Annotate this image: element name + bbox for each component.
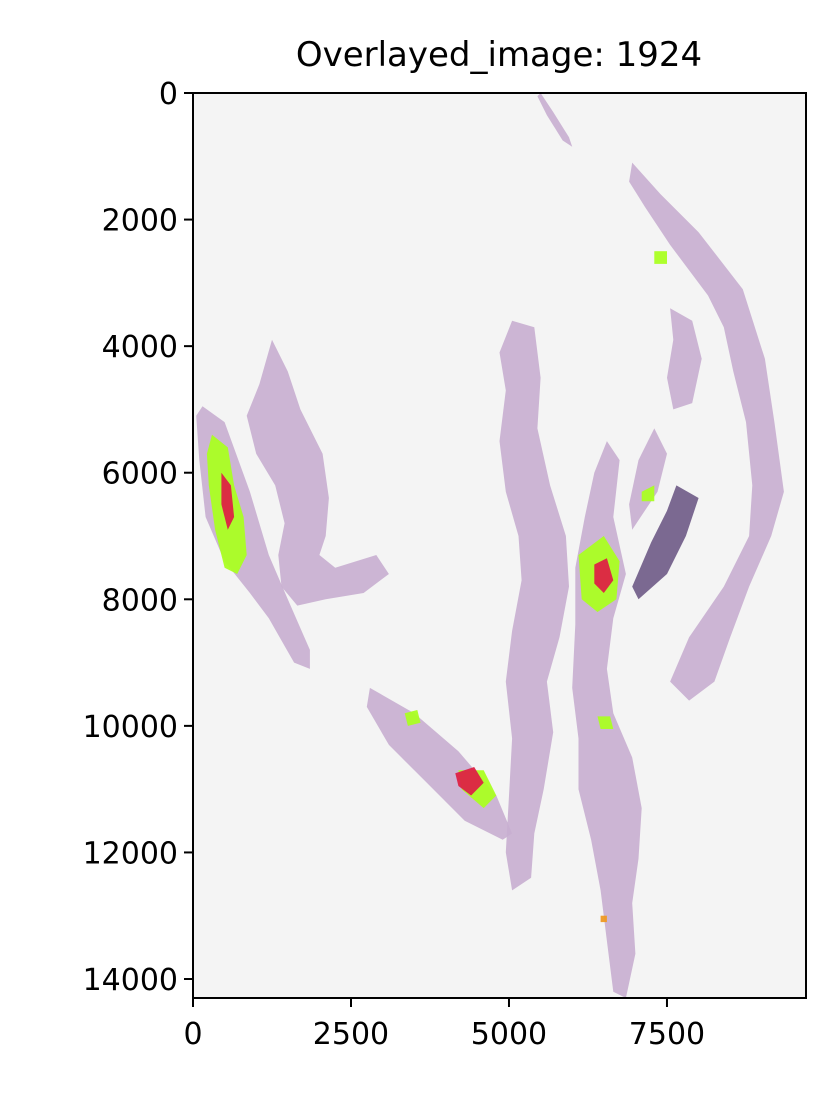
strip-7 (667, 308, 702, 410)
y-tick-label: 6000 (102, 457, 178, 492)
green-4 (404, 710, 421, 726)
red-2 (594, 558, 614, 593)
green-6 (654, 251, 667, 264)
y-tick-label: 12000 (83, 836, 178, 871)
strip-6 (629, 428, 667, 530)
x-tick-label: 0 (183, 1017, 202, 1052)
green-7 (641, 485, 655, 502)
y-tick-label: 2000 (102, 204, 178, 239)
sliver-top (537, 93, 573, 147)
overlay-layer (206, 251, 667, 923)
y-tick-label: 4000 (102, 330, 178, 365)
strip-dark (632, 485, 699, 600)
y-axis: 0 2000 4000 6000 8000 10000 12000 14000 (83, 77, 193, 998)
plot-area (192, 92, 807, 999)
green-5 (597, 716, 614, 729)
y-tick-label: 8000 (102, 583, 178, 618)
x-tick-label: 2500 (313, 1017, 389, 1052)
axes-frame (192, 92, 807, 999)
x-tick-label: 5000 (471, 1017, 547, 1052)
orange-1 (600, 915, 607, 923)
tissue-layer (196, 93, 784, 999)
red-1 (221, 472, 235, 530)
strip-2 (246, 339, 389, 606)
chart-title: Overlayed_image: 1924 (296, 35, 702, 75)
x-axis: 0 2500 5000 7500 (183, 998, 705, 1052)
strip-8 (629, 162, 784, 701)
y-tick-label: 10000 (83, 710, 178, 745)
strip-4 (499, 320, 569, 891)
x-tick-label: 7500 (629, 1017, 705, 1052)
y-tick-label: 0 (159, 77, 178, 112)
y-tick-label: 14000 (83, 963, 178, 998)
strip-3 (366, 687, 513, 840)
red-3 (455, 767, 484, 796)
